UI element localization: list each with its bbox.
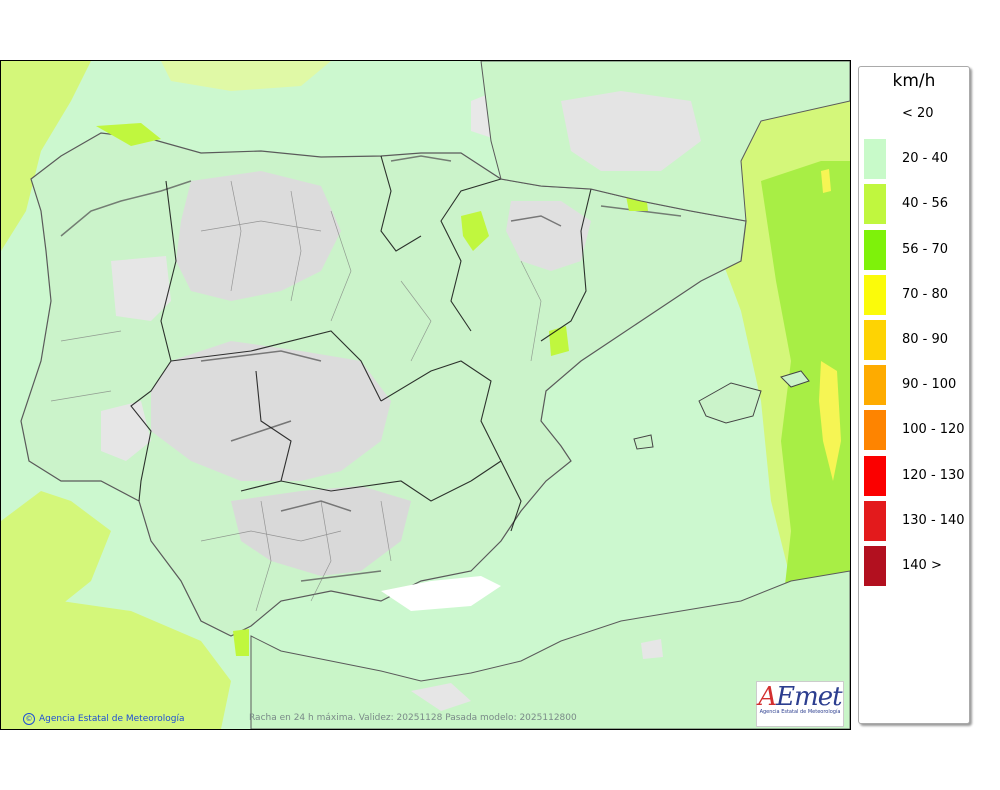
legend-label: 20 - 40 [902, 151, 949, 167]
legend-swatch [864, 94, 886, 134]
gust-band-40-56-north [161, 61, 331, 91]
legend-panel: km/h < 20 20 - 40 40 - 56 56 - 70 70 - 80 80 … [858, 66, 970, 724]
legend-item: < 20 [864, 94, 968, 134]
legend-swatch [864, 274, 886, 315]
calm-area-africa [411, 683, 471, 711]
gust-band-40-56-gibraltar [233, 629, 249, 656]
logo-subtitle: Agencia Estatal de Meteorología [759, 709, 841, 715]
legend-swatch [864, 500, 886, 541]
calm-area-meseta-south [151, 341, 391, 481]
legend-swatch [864, 455, 886, 496]
legend-title: km/h [892, 71, 936, 91]
legend-swatch [864, 546, 886, 586]
legend-item: 20 - 40 [864, 139, 968, 180]
legend-label: 70 - 80 [902, 286, 949, 302]
legend-label: 80 - 90 [902, 332, 949, 347]
legend-item: 40 - 56 [864, 184, 968, 225]
legend-swatch [864, 320, 886, 360]
legend-swatch [864, 139, 886, 180]
legend-swatch [864, 365, 886, 406]
legend-item: 80 - 90 [864, 320, 968, 360]
gust-band-40-56-cantabrian [96, 123, 161, 146]
map-canvas [1, 61, 850, 729]
calm-area-france [561, 91, 701, 171]
province-borders [50, 180, 542, 612]
legend-item: 100 - 120 [864, 410, 968, 451]
logo-mark: AEmet [758, 682, 842, 712]
legend-label: < 20 [902, 106, 934, 121]
validity-caption: Racha en 24 h máxima. Validez: 20251128 … [249, 713, 577, 723]
gust-band-40-56-nw [1, 61, 91, 251]
north-africa-coast [250, 570, 850, 729]
legend-label: 90 - 100 [902, 377, 957, 393]
legend-label: 40 - 56 [902, 196, 949, 212]
island-mallorca [698, 382, 762, 424]
legend-item: 70 - 80 [864, 274, 968, 315]
wind-gust-map[interactable]: © Agencia Estatal de Meteorología Racha … [0, 60, 851, 730]
legend-item: 56 - 70 [864, 229, 968, 270]
aemet-credit: © Agencia Estatal de Meteorología [23, 713, 185, 725]
calm-area-portugal [111, 256, 171, 321]
credit-text: Agencia Estatal de Meteorología [39, 714, 185, 724]
legend-swatch [864, 184, 886, 225]
region-borders [130, 155, 592, 532]
calm-area-sea-south [381, 576, 501, 611]
legend-item: 140 > [864, 546, 968, 586]
gust-band-40-56-ebro [461, 211, 489, 251]
gust-band-70-80-east [819, 361, 841, 481]
gust-band-70-80-ne [821, 169, 831, 193]
calm-area-andalusia [231, 486, 411, 576]
legend-item: 90 - 100 [864, 365, 968, 406]
gust-band-40-56-castellon [549, 326, 569, 356]
legend-swatch [864, 410, 886, 451]
copyright-icon: © [23, 713, 35, 725]
legend-label: 130 - 140 [902, 512, 965, 528]
legend-swatch [864, 229, 886, 270]
gust-band-40-56-sw [1, 491, 111, 631]
legend-label: 120 - 130 [902, 467, 965, 483]
island-menorca [780, 370, 810, 388]
legend-label: 56 - 70 [902, 241, 949, 257]
legend-item: 120 - 130 [864, 455, 968, 496]
calm-area-meseta-north [176, 171, 341, 301]
aemet-logo: AEmet Agencia Estatal de Meteorología [756, 681, 844, 727]
gust-band-40-56-south [1, 601, 231, 729]
island-ibiza [633, 434, 654, 450]
legend-label: 140 > [902, 558, 942, 573]
legend-label: 100 - 120 [902, 422, 965, 438]
legend-item: 130 - 140 [864, 500, 968, 541]
gust-band-56-70-east [761, 161, 850, 691]
calm-area-africa-2 [641, 639, 663, 659]
